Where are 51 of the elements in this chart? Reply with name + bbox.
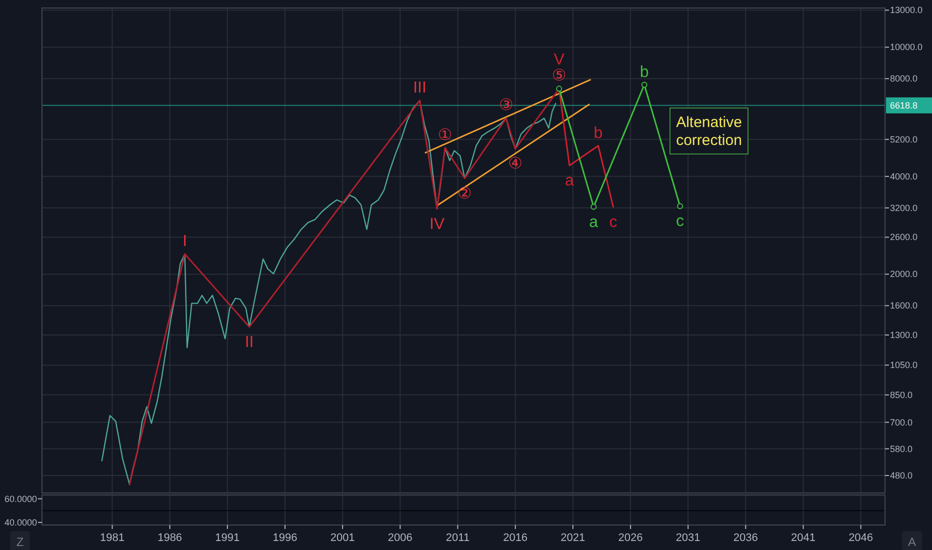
data-label: III	[413, 79, 426, 96]
data-label: IV	[429, 216, 445, 233]
y-tick-label: 1300.0	[890, 330, 918, 340]
y-tick-label: 480.0	[890, 470, 913, 480]
data-label: a	[565, 172, 574, 190]
y-tick-label: 700.0	[890, 417, 913, 428]
data-label: ⑤	[552, 68, 566, 85]
x-tick-label: 2041	[790, 532, 816, 544]
data-label: V	[554, 52, 565, 69]
y-tick-label: 1600.0	[890, 300, 918, 311]
x-tick-label: 2046	[848, 532, 874, 544]
data-label: a	[589, 214, 598, 231]
ref-line-label: 6618.8	[890, 100, 918, 110]
y-tick-label: 5200.0	[890, 134, 918, 144]
annotation: Altenative correction	[676, 114, 742, 149]
x-tick-label: 1996	[272, 532, 298, 544]
y-tick-label: 3200.0	[890, 202, 918, 213]
y-tick-label: 40.0000	[4, 517, 37, 528]
data-label: ③	[498, 97, 514, 114]
data-label: II	[244, 334, 254, 351]
y-tick-label: 60.0000	[4, 494, 37, 504]
data-label: ④	[508, 156, 522, 173]
x-tick-label: 2031	[676, 532, 700, 544]
data-label: ①	[438, 126, 452, 144]
x-tick-label: 2011	[446, 532, 470, 544]
data-label: b	[594, 124, 603, 142]
x-tick-label: 2021	[560, 532, 586, 544]
y-tick-label: 2000.0	[890, 269, 918, 280]
x-tick-label: 2036	[733, 532, 758, 544]
x-tick-label: 1981	[100, 532, 124, 544]
y-tick-label: 850.0	[890, 390, 913, 400]
y-tick-label: 8000.0	[890, 74, 918, 84]
x-tick-label: 1991	[215, 532, 240, 544]
y-tick-label: 4000.0	[890, 171, 918, 182]
x-tick-label: 2006	[388, 532, 412, 544]
x-tick-label: 1986	[158, 532, 182, 544]
data-label: c	[609, 214, 618, 231]
y-tick-label: 2600.0	[890, 232, 918, 242]
data-label: ②	[457, 185, 472, 202]
data-label: I	[182, 233, 188, 250]
data-label: c	[676, 213, 684, 230]
x-tick-label: 2016	[503, 532, 528, 544]
y-tick-label: 10000.0	[890, 42, 923, 52]
x-tick-label: 2026	[618, 532, 643, 544]
data-label: b	[640, 64, 649, 81]
y-tick-label: 580.0	[890, 444, 913, 454]
text: Z	[16, 535, 24, 549]
text: A	[908, 535, 916, 549]
x-tick-label: 2001	[330, 532, 355, 544]
y-tick-label: 13000.0	[890, 5, 923, 16]
y-tick-label: 1050.0	[890, 360, 918, 370]
